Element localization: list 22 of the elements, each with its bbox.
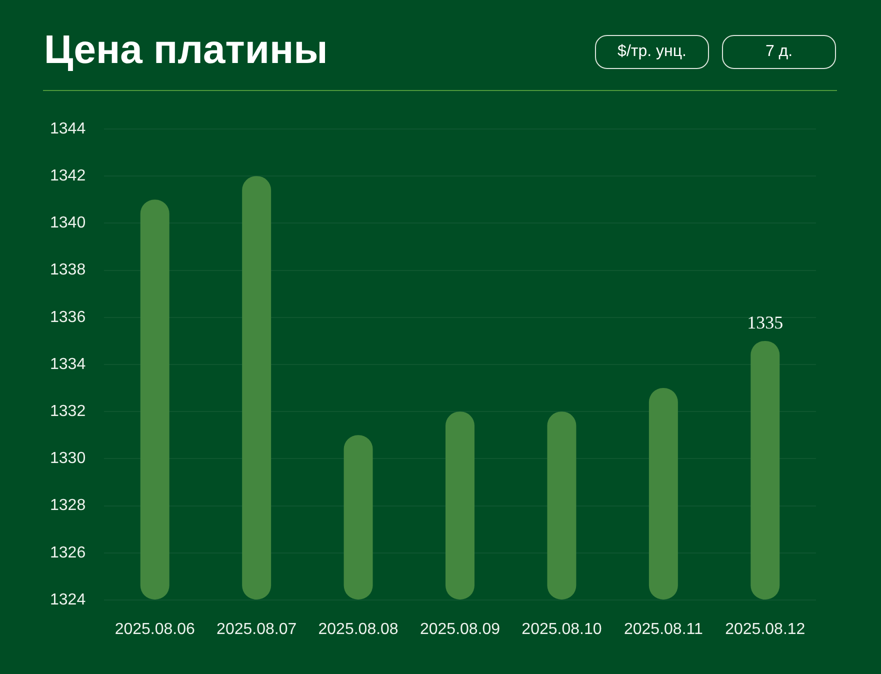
x-tick-label: 2025.08.08 <box>318 621 398 638</box>
y-tick-label: 1326 <box>50 544 86 562</box>
x-tick-label: 2025.08.11 <box>624 621 703 638</box>
y-tick-label: 1330 <box>50 450 86 468</box>
y-tick-label: 1332 <box>50 403 86 420</box>
x-tick-label: 2025.08.10 <box>522 621 602 638</box>
y-tick-label: 1324 <box>50 591 86 608</box>
y-tick-label: 1336 <box>50 308 86 326</box>
x-tick-label: 2025.08.12 <box>725 621 806 638</box>
x-tick-label: 2025.08.07 <box>216 621 297 638</box>
button[interactable]: 7 д. <box>722 35 836 69</box>
x-tick-label: 2025.08.06 <box>114 621 195 638</box>
y-tick-label: 1334 <box>50 356 86 373</box>
data-label: 1335 <box>747 312 784 333</box>
button[interactable]: $/тр. унц. <box>595 35 709 69</box>
chart-title: Цена платины <box>44 27 328 74</box>
y-tick-label: 1340 <box>50 214 86 232</box>
y-tick-label: 1328 <box>50 497 86 514</box>
x-tick-label: 2025.08.09 <box>420 621 500 638</box>
y-tick-label: 1342 <box>50 168 86 185</box>
y-tick-label: 1344 <box>50 120 86 138</box>
y-tick-label: 1338 <box>50 262 86 279</box>
